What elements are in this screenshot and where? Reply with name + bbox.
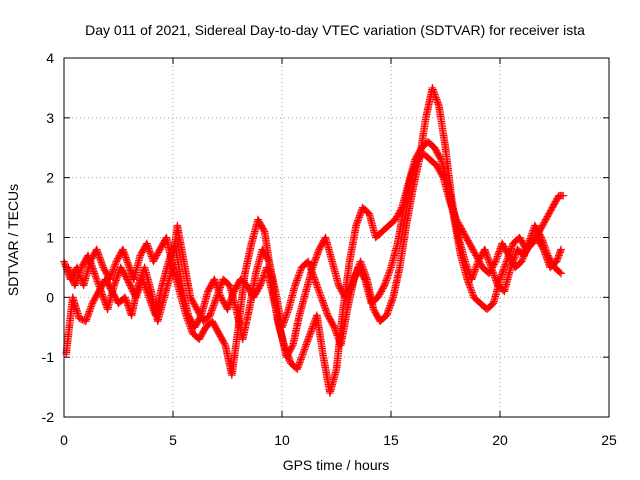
- data-point: [125, 280, 134, 288]
- data-point: [264, 256, 272, 264]
- data-point: [288, 342, 296, 351]
- x-tick-label: 0: [60, 432, 68, 448]
- x-tick-label: 15: [383, 432, 399, 448]
- series-layer: [60, 84, 568, 397]
- data-point: [124, 277, 132, 285]
- data-point: [124, 278, 133, 287]
- data-point: [557, 245, 565, 254]
- y-tick-label: -2: [42, 409, 55, 425]
- data-point: [438, 172, 447, 180]
- data-point: [329, 321, 338, 330]
- x-tick-label: 10: [274, 432, 290, 448]
- y-tick-label: -1: [42, 349, 55, 365]
- data-point: [360, 274, 368, 282]
- data-point: [557, 269, 565, 278]
- data-point: [128, 286, 137, 294]
- plot-frame: [63, 57, 610, 418]
- data-point: [126, 281, 134, 290]
- chart-title: Day 011 of 2021, Sidereal Day-to-day VTE…: [85, 22, 585, 38]
- x-tick-label: 20: [492, 432, 508, 448]
- data-point: [491, 259, 499, 267]
- x-axis-label: GPS time / hours: [283, 457, 390, 473]
- y-tick-label: 3: [46, 110, 54, 126]
- data-point: [127, 284, 136, 293]
- data-point: [123, 275, 132, 284]
- x-tick-label: 5: [169, 432, 177, 448]
- data-point: [220, 339, 229, 348]
- data-point: [559, 191, 568, 200]
- data-point: [379, 283, 388, 291]
- y-tick-label: 2: [46, 170, 54, 186]
- data-point: [555, 268, 564, 277]
- data-point: [259, 226, 268, 234]
- data-point: [127, 283, 135, 291]
- data-point: [255, 283, 264, 291]
- data-point: [536, 232, 545, 240]
- series-track-c: [64, 149, 565, 361]
- data-point: [196, 312, 205, 321]
- x-tick-label: 25: [601, 432, 617, 448]
- y-tick-label: 0: [46, 289, 54, 305]
- data-point: [436, 154, 445, 163]
- data-point: [347, 283, 355, 291]
- y-axis-label: SDTVAR / TECUs: [5, 184, 21, 296]
- y-tick-label: 1: [46, 230, 54, 246]
- y-tick-label: 4: [46, 50, 54, 66]
